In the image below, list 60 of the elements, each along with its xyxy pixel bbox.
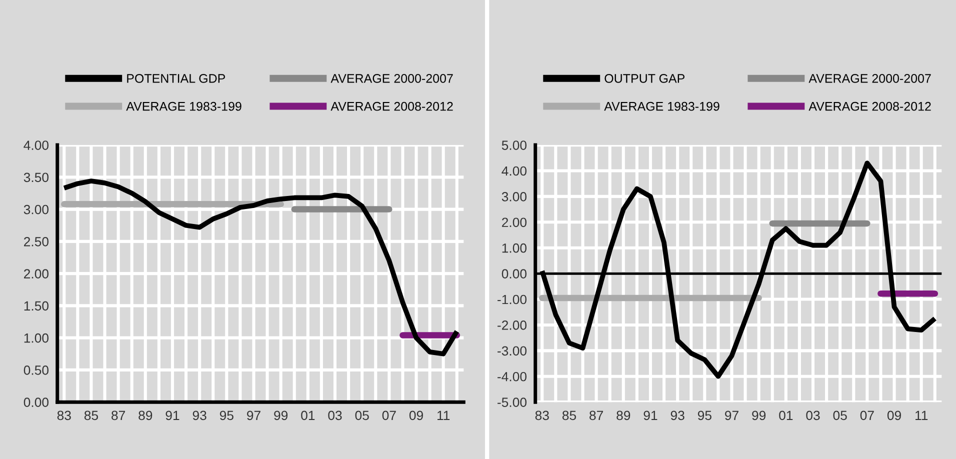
x-tick-label: 89 bbox=[616, 410, 630, 420]
y-tick-label: -4.00 bbox=[498, 372, 527, 382]
y-tick-label: 3.00 bbox=[502, 192, 527, 202]
x-tick-label: 91 bbox=[166, 410, 180, 420]
x-tick-label: 85 bbox=[84, 410, 98, 420]
y-tick-label: -2.00 bbox=[498, 320, 527, 330]
legend-label: AVERAGE 2000-2007 bbox=[330, 74, 453, 83]
x-tick-label: 09 bbox=[409, 410, 423, 420]
y-tick-label: 0.00 bbox=[24, 398, 49, 407]
y-tick-label: -3.00 bbox=[498, 346, 527, 356]
line-series bbox=[540, 160, 938, 379]
x-tick-label: 07 bbox=[382, 410, 396, 420]
x-tick-label: 01 bbox=[301, 410, 315, 420]
x-tick-label: 05 bbox=[355, 410, 369, 420]
y-tick-label: 1.50 bbox=[24, 301, 49, 311]
x-tick-label: 99 bbox=[274, 410, 288, 420]
x-tick-label: 05 bbox=[833, 410, 847, 420]
x-tick-label: 95 bbox=[698, 410, 712, 420]
y-tick-label: 0.00 bbox=[502, 269, 527, 278]
x-tick-label: 99 bbox=[752, 410, 766, 420]
y-tick-label: -5.00 bbox=[498, 398, 527, 407]
x-tick-label: 93 bbox=[670, 410, 684, 420]
y-tick-label: 1.00 bbox=[502, 243, 527, 253]
x-tick-label: 07 bbox=[860, 410, 874, 420]
x-tick-label: 97 bbox=[247, 410, 260, 420]
y-tick-label: 2.00 bbox=[24, 269, 49, 278]
x-tick-label: 11 bbox=[438, 410, 450, 420]
x-tick-label: 87 bbox=[112, 410, 125, 420]
x-tick-label: 89 bbox=[138, 410, 152, 420]
x-tick-label: 93 bbox=[192, 410, 206, 420]
legend-label: AVERAGE 1983-199 bbox=[604, 102, 720, 111]
y-tick-label: 4.00 bbox=[24, 140, 49, 150]
x-tick-label: 11 bbox=[916, 410, 928, 420]
legend-label: AVERAGE 2008-2012 bbox=[808, 102, 931, 111]
legend-label: AVERAGE 2000-2007 bbox=[808, 74, 931, 83]
x-tick-label: 85 bbox=[562, 410, 576, 420]
y-tick-label: 0.50 bbox=[24, 366, 49, 375]
legend-label: POTENTIAL GDP bbox=[127, 74, 225, 83]
y-tick-label: -1.00 bbox=[498, 294, 527, 304]
x-tick-label: 03 bbox=[806, 410, 820, 420]
x-tick-label: 03 bbox=[328, 410, 342, 420]
x-tick-label: 01 bbox=[779, 410, 793, 420]
x-tick-label: 09 bbox=[887, 410, 901, 420]
y-tick-label: 2.50 bbox=[24, 237, 49, 246]
y-tick-label: 5.00 bbox=[502, 140, 527, 150]
y-tick-label: 3.00 bbox=[24, 204, 49, 214]
x-tick-label: 87 bbox=[590, 410, 603, 420]
y-tick-label: 4.00 bbox=[502, 166, 527, 176]
x-tick-label: 97 bbox=[725, 410, 738, 420]
y-tick-label: 3.50 bbox=[24, 172, 49, 182]
legend-label: OUTPUT GAP bbox=[604, 74, 684, 83]
x-tick-label: 91 bbox=[644, 410, 658, 420]
x-tick-label: 83 bbox=[535, 410, 549, 420]
x-tick-label: 95 bbox=[220, 410, 234, 420]
y-tick-label: 2.00 bbox=[502, 218, 527, 228]
legend-label: AVERAGE 2008-2012 bbox=[330, 102, 453, 111]
legend-label: AVERAGE 1983-199 bbox=[126, 102, 242, 111]
x-tick-label: 83 bbox=[57, 410, 71, 420]
y-tick-label: 1.00 bbox=[24, 333, 49, 343]
line-series bbox=[62, 178, 460, 356]
